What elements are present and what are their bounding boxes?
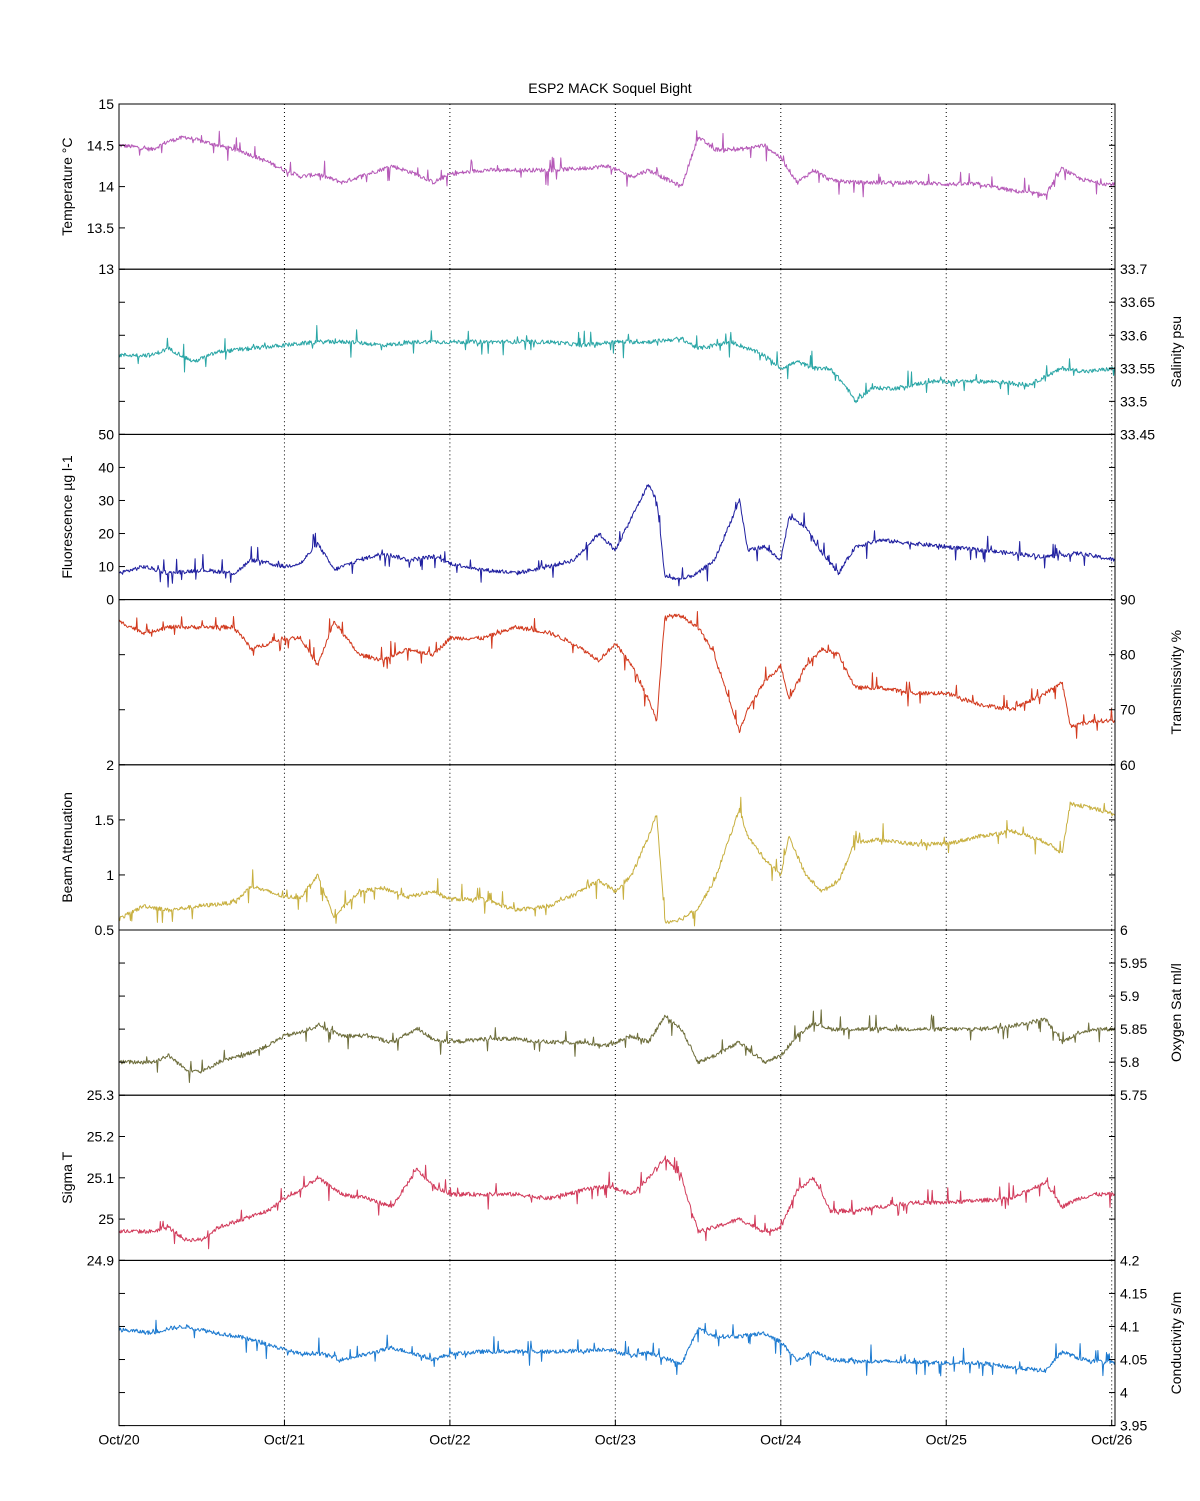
y-tick-label: 20 <box>98 526 114 542</box>
y-tick-label: 1.5 <box>95 812 115 828</box>
y-tick-label: 4 <box>1120 1385 1128 1401</box>
y-tick-label: 25.3 <box>87 1087 114 1103</box>
y-tick-label: 0.5 <box>95 922 115 938</box>
y-tick-label: 50 <box>98 426 114 442</box>
y-tick-label: 90 <box>1120 592 1136 608</box>
series-line-3 <box>118 484 1116 588</box>
y-tick-label: 14.5 <box>87 137 114 153</box>
panel-frame <box>118 599 1116 766</box>
y-tick-label: 30 <box>98 492 114 508</box>
series-line-5 <box>118 796 1116 927</box>
panel-frame <box>118 268 1116 435</box>
panel-8: 3.95 4 4.05 4.1 4.15 4.2 Conductivity s/m <box>118 1252 1184 1434</box>
x-tick-label: Oct/26 <box>1091 1432 1132 1448</box>
y-axis-label: Salinity psu <box>1168 316 1184 388</box>
y-tick-label: 6 <box>1120 922 1128 938</box>
x-tick-label: Oct/23 <box>595 1432 636 1448</box>
series-line-6 <box>118 1009 1116 1083</box>
y-axis-label: Sigma T <box>59 1151 75 1203</box>
y-axis-label: Beam Attenuation <box>59 792 75 903</box>
y-tick-label: 25.2 <box>87 1129 114 1145</box>
y-tick-label: 15 <box>98 96 114 112</box>
x-tick-label: Oct/20 <box>98 1432 139 1448</box>
y-tick-label: 80 <box>1120 647 1136 663</box>
y-tick-label: 5.95 <box>1120 955 1147 971</box>
y-axis-label: Fluorescence µg l-1 <box>59 455 75 578</box>
y-tick-label: 5.8 <box>1120 1054 1140 1070</box>
y-tick-label: 40 <box>98 459 114 475</box>
chart-title: ESP2 MACK Soquel Bight <box>528 80 692 96</box>
x-axis: Oct/20 Oct/21 Oct/22 Oct/23 Oct/24 Oct/25 Oct/… <box>98 1419 1133 1448</box>
y-tick-label: 33.45 <box>1120 426 1155 442</box>
y-tick-label: 25.1 <box>87 1170 114 1186</box>
panel-frame <box>118 1259 1116 1427</box>
panel-frame <box>118 103 1116 270</box>
y-tick-label: 2 <box>106 757 114 773</box>
y-tick-label: 10 <box>98 559 114 575</box>
panel-frame <box>118 433 1116 601</box>
y-tick-label: 4.05 <box>1120 1352 1147 1368</box>
x-tick-label: Oct/21 <box>264 1432 305 1448</box>
y-tick-label: 4.1 <box>1120 1318 1140 1334</box>
series-line-8 <box>118 1319 1116 1377</box>
y-tick-label: 33.5 <box>1120 393 1147 409</box>
y-tick-label: 70 <box>1120 702 1136 718</box>
y-tick-label: 0 <box>106 592 114 608</box>
y-tick-label: 1 <box>106 867 114 883</box>
y-tick-label: 33.6 <box>1120 327 1147 343</box>
y-axis-label: Oxygen Sat ml/l <box>1168 963 1184 1062</box>
panel-4: 60 70 80 90 Transmissivity % <box>118 592 1184 773</box>
y-tick-label: 4.2 <box>1120 1252 1140 1268</box>
y-tick-label: 60 <box>1120 757 1136 773</box>
y-tick-label: 33.55 <box>1120 360 1155 376</box>
y-tick-label: 33.65 <box>1120 294 1155 310</box>
series-line-4 <box>118 611 1116 739</box>
y-tick-label: 25 <box>98 1211 114 1227</box>
y-tick-label: 13 <box>98 261 114 277</box>
panel-7: 24.9 25 25.1 25.2 25.3 Sigma T <box>59 1087 1116 1268</box>
y-tick-label: 33.7 <box>1120 261 1147 277</box>
y-tick-label: 3.95 <box>1120 1418 1147 1434</box>
series-line-2 <box>118 325 1116 404</box>
x-tick-label: Oct/24 <box>760 1432 801 1448</box>
panel-6: 5.75 5.8 5.85 5.9 5.95 6 Oxygen Sat ml/l <box>118 922 1184 1103</box>
panel-frame <box>118 764 1116 931</box>
y-axis-label: Conductivity s/m <box>1168 1292 1184 1395</box>
panel-2: 33.45 33.5 33.55 33.6 33.65 33.7 Salinity psu <box>118 261 1184 442</box>
y-axis-label: Temperature °C <box>59 137 75 235</box>
y-tick-label: 14 <box>98 179 114 195</box>
y-tick-label: 4.15 <box>1120 1285 1147 1301</box>
panel-5: 0.5 1 1.5 2 Beam Attenuation <box>59 757 1116 938</box>
y-tick-label: 5.9 <box>1120 988 1140 1004</box>
panel-frame <box>118 1094 1116 1261</box>
series-line-1 <box>118 130 1116 200</box>
y-axis-label: Transmissivity % <box>1168 630 1184 735</box>
y-tick-label: 13.5 <box>87 220 114 236</box>
y-tick-label: 24.9 <box>87 1252 114 1268</box>
x-tick-label: Oct/25 <box>926 1432 967 1448</box>
x-tick-label: Oct/22 <box>429 1432 470 1448</box>
y-tick-label: 5.75 <box>1120 1087 1147 1103</box>
panel-3: 0 10 20 30 40 50 Fluorescence µg l-1 <box>59 426 1116 608</box>
series-line-7 <box>118 1155 1116 1250</box>
y-tick-label: 5.85 <box>1120 1021 1147 1037</box>
panel-1: 13 13.5 14 14.5 15 Temperature °C <box>59 96 1116 277</box>
panel-frame <box>118 929 1116 1096</box>
